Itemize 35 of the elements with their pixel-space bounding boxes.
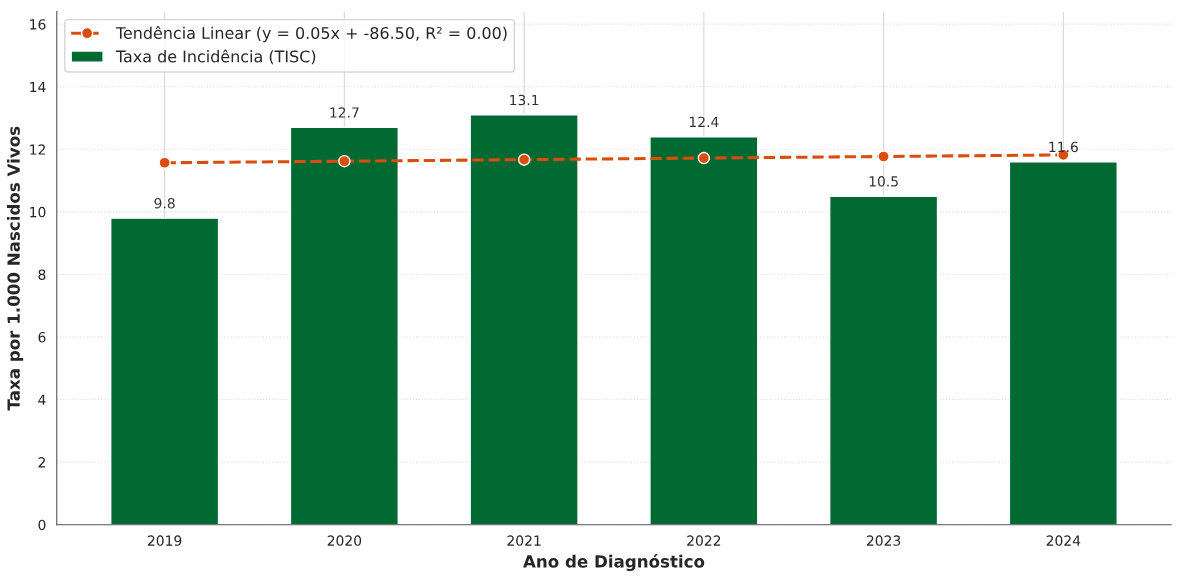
data-label: 9.8 <box>154 197 175 209</box>
y-tick-label: 16 <box>30 19 46 30</box>
data-label: 11.6 <box>1049 141 1078 153</box>
x-tick-label: 2021 <box>507 535 541 546</box>
y-axis-title: Taxa por 1.000 Nascidos Vivos <box>7 126 24 411</box>
y-tick-label: 12 <box>30 144 45 155</box>
point <box>697 151 711 165</box>
data-label: 10.5 <box>869 176 898 187</box>
bar <box>649 136 759 525</box>
y-tick-label: 10 <box>30 206 46 218</box>
data-label: 13.1 <box>510 94 539 106</box>
bar <box>469 114 579 525</box>
x-tick-label: 2020 <box>327 535 362 546</box>
point <box>517 153 531 166</box>
point <box>158 156 171 170</box>
data-label: 12.4 <box>689 116 719 127</box>
x-tick-label: 2019 <box>147 535 182 546</box>
legend-label: Taxa de Incidência (TISC) <box>115 49 316 65</box>
point <box>338 154 351 168</box>
bar <box>110 217 220 525</box>
point <box>877 150 890 163</box>
x-tick-label: 2022 <box>687 535 721 546</box>
x-tick-label: 2023 <box>866 535 901 546</box>
data-label: 12.7 <box>330 107 359 118</box>
y-tick-label: 14 <box>30 81 46 93</box>
x-tick-label: 2024 <box>1046 535 1081 546</box>
y-tick-label: 2 <box>38 457 45 468</box>
bar <box>289 126 399 525</box>
legend-label: Tendência Linear (y = 0.05x + -86.50, R² = 0.00) <box>115 26 507 43</box>
y-tick-label: 4 <box>38 394 46 405</box>
y-tick-label: 0 <box>38 519 46 531</box>
bar <box>828 195 939 525</box>
x-axis-title: Ano de Diagnóstico <box>523 554 705 572</box>
y-tick-label: 8 <box>38 269 46 280</box>
y-tick-label: 6 <box>38 331 46 343</box>
